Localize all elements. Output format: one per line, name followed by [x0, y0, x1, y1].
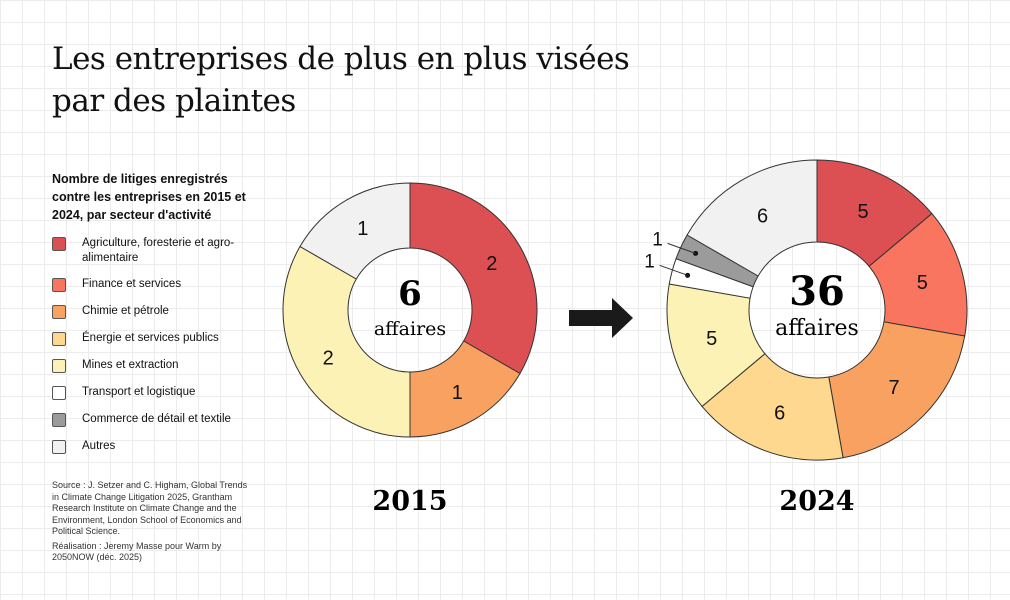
- legend: Agriculture, foresterie et agro-alimenta…: [52, 236, 272, 466]
- donut-slice: [686, 159, 818, 277]
- slice-label: 1: [652, 229, 663, 250]
- slice-label: 2: [323, 347, 334, 369]
- legend-swatch: [52, 305, 66, 319]
- donut-slice: [828, 321, 966, 459]
- slice-label: 6: [757, 206, 768, 228]
- legend-item: Autres: [52, 439, 272, 454]
- total-count: 36: [789, 268, 845, 315]
- total-count: 6: [398, 274, 422, 314]
- legend-swatch: [52, 413, 66, 427]
- slice-label: 7: [889, 377, 900, 399]
- arrow-icon: [569, 298, 633, 338]
- source-text: Source : J. Setzer and C. Higham, Global…: [52, 480, 248, 536]
- leader-line: [667, 242, 696, 254]
- legend-item: Agriculture, foresterie et agro-alimenta…: [52, 236, 272, 266]
- slice-label: 5: [858, 201, 869, 223]
- legend-item: Finance et services: [52, 277, 272, 292]
- legend-swatch: [52, 440, 66, 454]
- credit-text: Réalisation : Jeremy Masse pour Warm by …: [52, 540, 222, 563]
- slice-label: 1: [452, 382, 463, 404]
- donut-slice: [409, 182, 538, 375]
- leader-line: [659, 264, 688, 276]
- slice-label: 2: [486, 253, 497, 275]
- legend-label: Mines et extraction: [82, 359, 179, 371]
- legend-swatch: [52, 359, 66, 373]
- legend-label: Commerce de détail et textile: [82, 413, 231, 425]
- donut-slice: [299, 182, 411, 280]
- legend-label: Transport et logistique: [82, 386, 196, 398]
- source-note: Source : J. Setzer and C. Higham, Global…: [52, 480, 252, 567]
- legend-swatch: [52, 237, 66, 251]
- total-label: affaires: [775, 316, 859, 341]
- slice-label: 1: [644, 251, 655, 272]
- chart-subtitle: Nombre de litiges enregistrés contre les…: [52, 172, 246, 222]
- legend-item: Commerce de détail et textile: [52, 412, 272, 427]
- total-label: affaires: [374, 318, 446, 340]
- legend-label: Énergie et services publics: [82, 332, 219, 344]
- legend-label: Autres: [82, 440, 116, 452]
- legend-item: Énergie et services publics: [52, 331, 272, 346]
- slice-label: 1: [357, 218, 368, 240]
- chart-title: Les entreprises de plus en plus visées p…: [52, 41, 630, 119]
- legend-label: Agriculture, foresterie et agro-alimenta…: [82, 237, 235, 264]
- year-label: 2024: [779, 486, 854, 517]
- legend-label: Chimie et pétrole: [82, 305, 169, 317]
- legend-swatch: [52, 386, 66, 400]
- slice-label: 5: [706, 328, 717, 350]
- slice-label: 5: [917, 272, 928, 294]
- donut-slice: [701, 353, 844, 461]
- year-label: 2015: [372, 486, 447, 517]
- legend-swatch: [52, 278, 66, 292]
- slice-label: 6: [774, 402, 785, 424]
- legend-swatch: [52, 332, 66, 346]
- legend-label: Finance et services: [82, 278, 182, 290]
- donut-slice: [409, 340, 521, 438]
- legend-item: Chimie et pétrole: [52, 304, 272, 319]
- legend-item: Mines et extraction: [52, 358, 272, 373]
- legend-item: Transport et logistique: [52, 385, 272, 400]
- donut-slice: [282, 245, 411, 438]
